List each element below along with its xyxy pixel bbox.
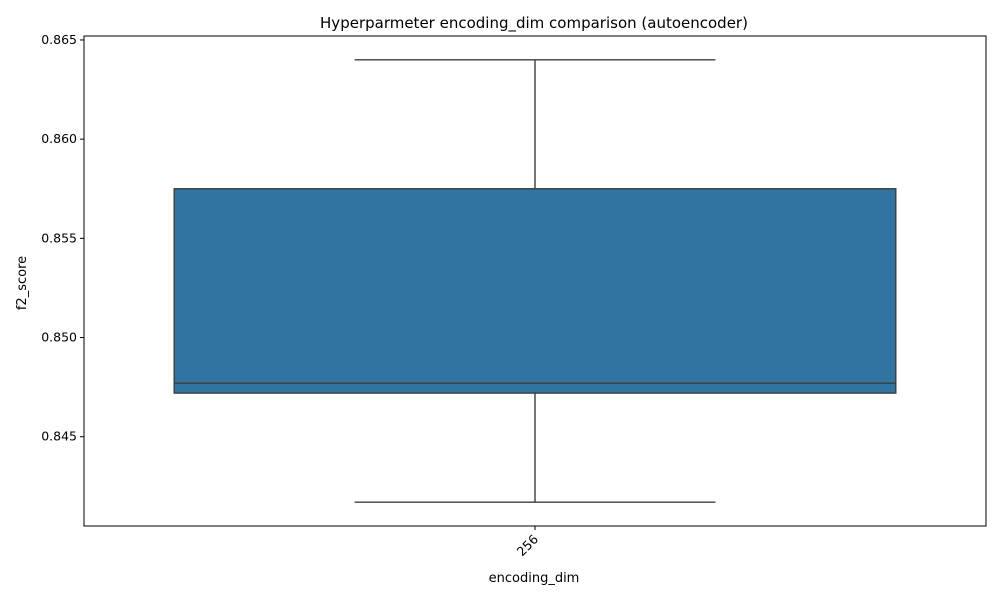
chart-title: Hyperparmeter encoding_dim comparison (a… <box>320 14 748 33</box>
x-tick-label: 256 <box>514 531 542 559</box>
y-tick-label: 0.855 <box>41 230 77 245</box>
plot-area: 0.845 0.850 0.855 0.860 0.865 256 <box>41 32 987 559</box>
y-tick-label: 0.860 <box>41 131 77 146</box>
y-tick-label: 0.850 <box>41 330 77 345</box>
y-tick-label: 0.865 <box>41 32 77 47</box>
y-axis-label: f2_score <box>15 256 30 310</box>
x-axis-label: encoding_dim <box>489 571 580 586</box>
y-tick-label: 0.845 <box>41 429 77 444</box>
box-iqr <box>173 188 897 394</box>
